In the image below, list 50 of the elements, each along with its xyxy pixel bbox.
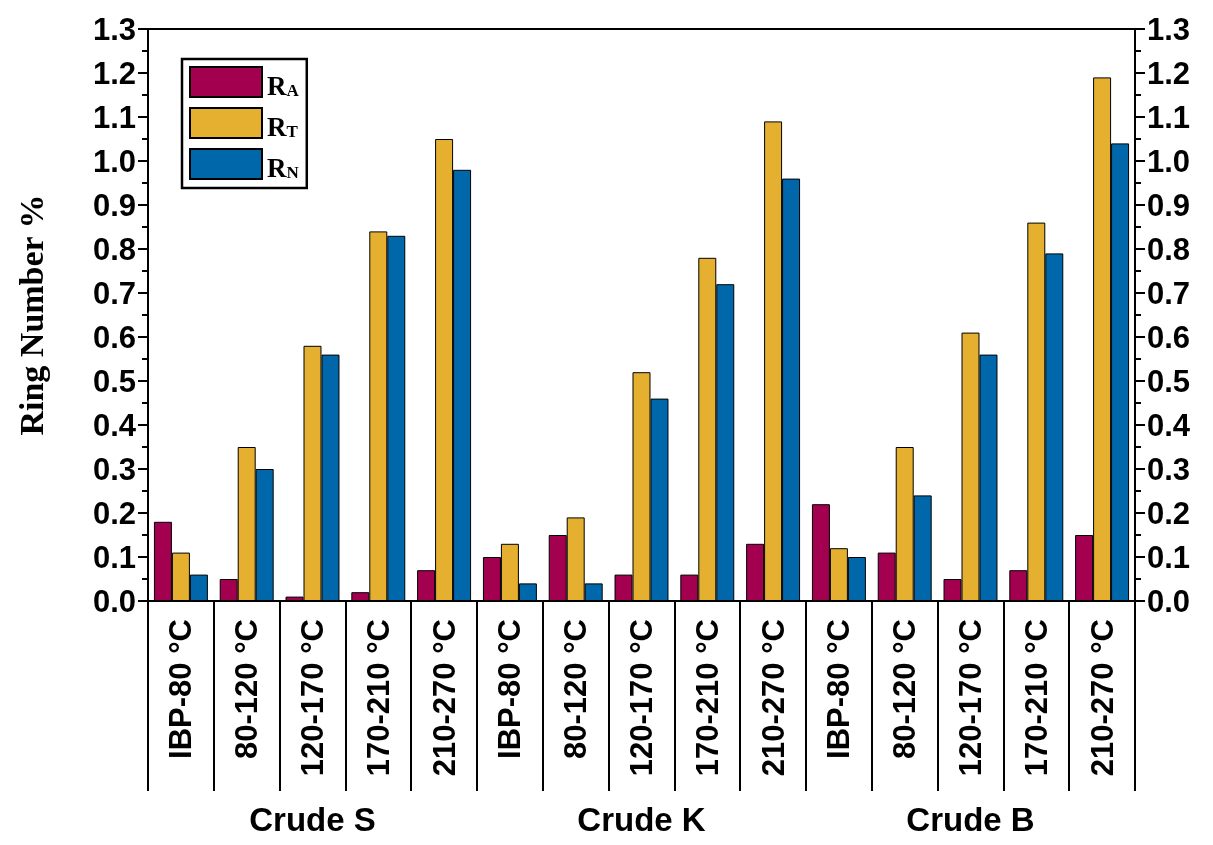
x-tick-label: 170-210 °C (360, 619, 396, 777)
y2-tick-label: 0.7 (1147, 275, 1191, 311)
y2-tick-label: 1.1 (1147, 99, 1191, 135)
y-tick-label: 1.1 (92, 99, 136, 135)
y2-tick-label: 0.1 (1147, 539, 1191, 575)
y-tick-label: 0.1 (92, 539, 136, 575)
y-tick-label: 0.9 (92, 187, 136, 223)
x-tick-label: IBP-80 °C (821, 619, 857, 759)
y-tick-label: 1.2 (92, 55, 136, 91)
y2-tick-label: 1.3 (1147, 11, 1191, 47)
y-tick-label: 0.8 (92, 231, 136, 267)
x-tick-label: 120-170 °C (624, 619, 659, 777)
x-tick-label: 80-120 °C (558, 619, 594, 759)
text: Crude B (906, 801, 1035, 838)
text: Crude S (249, 801, 376, 838)
x-tick-label: IBP-80 °C (163, 619, 199, 759)
y-tick-label: 0.6 (92, 319, 136, 355)
y-tick-label: 0.5 (92, 363, 136, 399)
x-tick-label: 120-170 °C (295, 619, 330, 777)
y-axis-title: Ring Number % (12, 194, 50, 436)
y2-tick-label: 0.9 (1147, 187, 1191, 223)
y-tick-label: 0.4 (92, 407, 137, 443)
y2-tick-label: 0.4 (1147, 407, 1191, 443)
y2-tick-label: 0.6 (1147, 319, 1191, 355)
y-tick-label: 0.2 (92, 495, 136, 531)
x-tick-label: 210-270 °C (1084, 619, 1120, 777)
y2-tick-label: 0.3 (1147, 451, 1191, 487)
x-tick-label: 80-120 °C (229, 619, 265, 759)
x-tick-label: IBP-80 °C (492, 619, 528, 759)
text: Crude K (577, 801, 706, 838)
y-tick-label: 1.0 (92, 143, 136, 179)
y-tick-label: 1.3 (92, 11, 136, 47)
x-tick-label: 170-210 °C (689, 619, 725, 777)
y2-tick-label: 1.2 (1147, 55, 1191, 91)
y-tick-label: 0.3 (92, 451, 136, 487)
y-tick-label: 0.7 (92, 275, 136, 311)
y2-tick-label: 0.5 (1147, 363, 1191, 399)
legend-label: RA (267, 70, 300, 101)
y2-tick-label: 0.8 (1147, 231, 1191, 267)
x-tick-label: 80-120 °C (887, 619, 923, 759)
x-tick-label: 170-210 °C (1018, 619, 1054, 777)
y2-tick-label: 0.2 (1147, 495, 1191, 531)
y2-tick-label: 1.0 (1147, 143, 1191, 179)
x-tick-label: 210-270 °C (755, 619, 791, 777)
y2-tick-label: 0.0 (1147, 583, 1191, 619)
x-tick-label: 120-170 °C (953, 619, 988, 777)
legend-label: RT (267, 111, 299, 142)
legend-label: RN (267, 152, 300, 183)
y-tick-label: 0.0 (92, 583, 136, 619)
x-tick-label: 210-270 °C (426, 619, 462, 777)
